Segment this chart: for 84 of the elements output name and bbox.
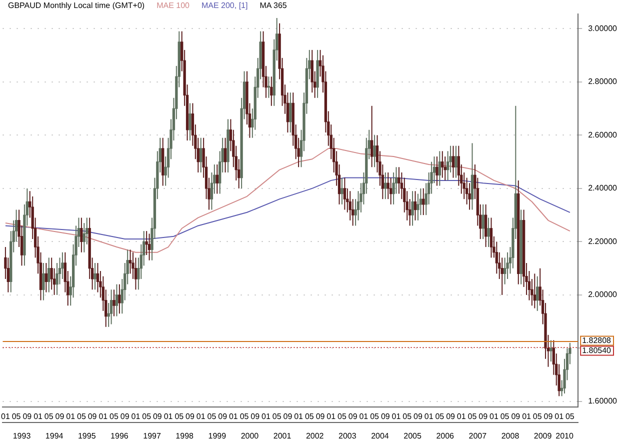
x-tick-label: 01 xyxy=(1,412,10,421)
x-tick-label: 01 xyxy=(131,412,141,421)
x-tick-label: 05 xyxy=(142,412,152,421)
x2-tick-label: 2010 xyxy=(556,431,574,440)
x-tick-label: 09 xyxy=(348,412,358,421)
y-tick-label: 2.00000 xyxy=(588,290,618,300)
text: MAE 100 xyxy=(156,1,190,10)
x2-tick-label: 1994 xyxy=(45,431,64,440)
x-tick-label: 01 xyxy=(359,412,369,421)
x-tick-label: 09 xyxy=(544,412,554,421)
x-tick-label: 05 xyxy=(435,412,445,421)
x-tick-label: 05 xyxy=(76,412,86,421)
x-tick-label: 05 xyxy=(565,412,575,421)
x2-tick-label: 1993 xyxy=(12,431,32,440)
x-tick-label: 05 xyxy=(532,412,542,421)
y-tick-label: 1.60000 xyxy=(588,396,618,406)
x-tick-label: 05 xyxy=(110,412,120,421)
ref-line-label: 1.82808 xyxy=(582,336,612,345)
x-tick-label: 05 xyxy=(402,412,412,421)
x2-tick-label: 2007 xyxy=(468,431,488,440)
x-tick-label: 05 xyxy=(240,412,250,421)
x-tick-label: 01 xyxy=(196,412,206,421)
x-tick-label: 01 xyxy=(66,412,76,421)
x-tick-label: 09 xyxy=(316,412,326,421)
x-tick-label: 01 xyxy=(522,412,532,421)
x-tick-label: 01 xyxy=(34,412,44,421)
x2-tick-label: 2003 xyxy=(338,431,357,440)
x2-tick-label: 2006 xyxy=(436,431,455,440)
x-tick-label: 05 xyxy=(12,412,22,421)
x-tick-label: 09 xyxy=(152,412,162,421)
ref-line-label: 1.80540 xyxy=(582,346,612,355)
x-tick-label: 01 xyxy=(424,412,434,421)
x-tick-label: 09 xyxy=(511,412,521,421)
x2-tick-label: 1995 xyxy=(78,431,96,440)
x-tick-label: 09 xyxy=(250,412,260,421)
x-tick-label: 05 xyxy=(207,412,217,421)
x2-tick-label: 1998 xyxy=(176,431,194,440)
x-tick-label: 05 xyxy=(304,412,314,421)
x-tick-label: 09 xyxy=(414,412,423,421)
x-tick-label: 01 xyxy=(456,412,466,421)
x-tick-label: 05 xyxy=(174,412,184,421)
x-tick-label: 09 xyxy=(446,412,456,421)
x-tick-label: 09 xyxy=(186,412,195,421)
x-tick-label: 09 xyxy=(120,412,130,421)
x-tick-label: 09 xyxy=(218,412,228,421)
text: MAE 200, [1] xyxy=(201,1,248,10)
text: MA 365 xyxy=(260,1,287,10)
x-tick-label: 09 xyxy=(478,412,488,421)
x2-tick-label: 2008 xyxy=(501,431,520,440)
x-tick-label: 01 xyxy=(294,412,304,421)
chart-title: GBPAUD Monthly Local time (GMT+0) xyxy=(8,1,145,10)
x-tick-label: 05 xyxy=(500,412,510,421)
x2-tick-label: 2001 xyxy=(273,431,292,440)
x-tick-label: 09 xyxy=(22,412,32,421)
x-tick-label: 05 xyxy=(370,412,380,421)
x-tick-label: 01 xyxy=(164,412,174,421)
x2-tick-label: 1999 xyxy=(208,431,227,440)
x-tick-label: 05 xyxy=(338,412,347,421)
y-tick-label: 3.00000 xyxy=(588,24,618,33)
y-tick-label: 2.40000 xyxy=(588,184,618,193)
x-tick-label: 09 xyxy=(283,412,293,421)
x-tick-label: 01 xyxy=(392,412,402,421)
x-tick-label: 05 xyxy=(468,412,478,421)
y-tick-label: 2.60000 xyxy=(588,130,618,140)
x-tick-label: 01 xyxy=(98,412,108,421)
y-tick-label: 2.20000 xyxy=(588,236,618,246)
x2-tick-label: 2009 xyxy=(534,431,552,440)
x-tick-label: 01 xyxy=(554,412,564,421)
x-tick-label: 01 xyxy=(228,412,238,421)
x2-tick-label: 2002 xyxy=(306,431,324,440)
x-tick-label: 09 xyxy=(88,412,98,421)
x2-tick-label: 2005 xyxy=(404,431,422,440)
x2-tick-label: 2004 xyxy=(371,431,390,440)
x-tick-label: 05 xyxy=(44,412,54,421)
x2-tick-label: 1997 xyxy=(143,431,162,440)
x-tick-label: 01 xyxy=(326,412,336,421)
x-tick-label: 05 xyxy=(272,412,282,421)
y-tick-label: 2.80000 xyxy=(588,77,618,86)
x-tick-label: 09 xyxy=(55,412,65,421)
x2-tick-label: 1996 xyxy=(110,431,129,440)
x-tick-label: 01 xyxy=(262,412,271,421)
x2-tick-label: 2000 xyxy=(240,431,260,440)
x-tick-label: 01 xyxy=(490,412,499,421)
x-tick-label: 09 xyxy=(380,412,390,421)
